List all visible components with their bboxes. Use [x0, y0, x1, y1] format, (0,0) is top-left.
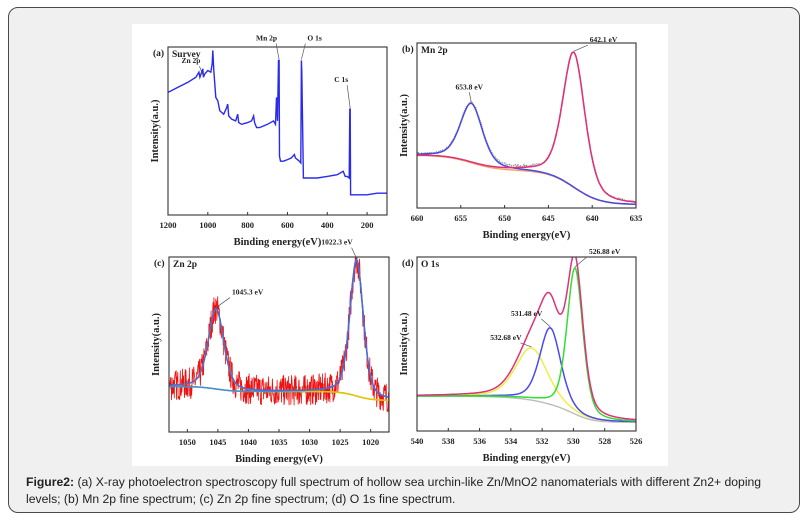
y-axis-label: Intensity(a.u.) [150, 99, 161, 163]
annotation-label: 1045.3 eV [232, 288, 264, 297]
figure-caption: Figure2: (a) X-ray photoelectron spectro… [26, 474, 786, 508]
x-axis-label: Binding energy(eV) [483, 453, 571, 464]
figure-image [132, 24, 668, 466]
plot-series [168, 50, 387, 196]
x-tick-label: 800 [241, 220, 254, 230]
annotation-arrow [468, 92, 472, 103]
x-axis-label: Binding energy(eV) [234, 237, 322, 248]
series-peak-3 [417, 267, 636, 422]
x-tick-label: 532 [536, 436, 549, 446]
annotation-arrow [346, 85, 351, 109]
x-tick-label: 635 [630, 213, 643, 223]
x-tick-label: 400 [321, 220, 334, 230]
annotation-label: 1022.3 eV [321, 238, 353, 247]
panel-d-o1s: 540 538 536 534 532 530 528 526 Binding energy(e… [399, 247, 642, 464]
y-axis-label: Intensity(a.u.) [399, 93, 410, 157]
annotation-arrow [520, 342, 532, 348]
annotation-arrow [573, 44, 588, 52]
panel-label: (d) [402, 258, 414, 269]
annotation-label: C 1s [334, 75, 348, 84]
series-peak-2 [169, 258, 389, 399]
series-raw-data [417, 51, 636, 204]
plot-series [169, 257, 389, 412]
panel-title: Mn 2p [421, 46, 448, 56]
series-peak-2 [417, 51, 636, 203]
series-background [417, 154, 636, 206]
x-tick-label: 200 [361, 220, 374, 230]
caption-label: Figure2: [26, 475, 75, 489]
x-tick-label: 1200 [160, 220, 177, 230]
x-tick-label: 1000 [199, 220, 216, 230]
annotation-label: O 1s [307, 33, 321, 42]
annotation-arrow [199, 66, 204, 77]
x-tick-label: 1020 [362, 437, 379, 447]
panel-b-mn2p: 660 655 650 645 640 635 Binding energy(eV) Inte… [399, 35, 642, 241]
x-tick-label: 528 [598, 436, 611, 446]
annotation-label: 532.68 eV [490, 333, 522, 342]
annotation-label: Mn 2p [256, 33, 277, 42]
x-tick-label: 650 [498, 213, 511, 223]
x-tick-label: 534 [504, 436, 518, 446]
x-tick-label: 645 [542, 213, 555, 223]
x-tick-label: 538 [442, 436, 455, 446]
panel-label: (a) [153, 48, 164, 59]
series-raw-data [169, 257, 389, 412]
caption-text: (a) X-ray photoelectron spectroscopy ful… [26, 475, 762, 506]
x-tick-label: 640 [586, 213, 599, 223]
x-tick-label: 655 [454, 213, 467, 223]
y-axis-label: Intensity(a.u.) [151, 312, 162, 376]
y-axis-label: Intensity(a.u.) [399, 312, 410, 376]
panel-a-survey: 1200 1000 800 600 400 200 Binding energy(eV) In… [150, 33, 388, 248]
annotation-arrow [275, 43, 280, 60]
x-tick-label: 1050 [179, 437, 196, 447]
x-tick-label: 526 [630, 436, 643, 446]
annotation-label: 642.1 eV [590, 35, 618, 44]
annotation-arrow [574, 256, 588, 268]
plot-frame [168, 256, 390, 433]
annotation-label: 531.48 eV [511, 309, 543, 318]
plot-series [417, 257, 636, 423]
x-tick-label: 540 [411, 436, 424, 446]
plot-series [417, 51, 636, 206]
x-tick-label: 1045 [209, 437, 226, 447]
panel-title: Survey [172, 50, 201, 60]
annotation-label: Zn 2p [181, 56, 200, 65]
panel-title: O 1s [421, 260, 440, 270]
series-envelope [417, 257, 636, 421]
panel-label: (c) [154, 258, 165, 269]
panel-c-zn2p: 1050 1045 1040 1035 1030 1025 1020 Binding ener… [151, 238, 390, 465]
annotation-arrow [215, 297, 231, 308]
series-line-survey [168, 50, 387, 196]
panel-title: Zn 2p [173, 260, 197, 270]
x-tick-label: 530 [567, 436, 580, 446]
x-tick-label: 600 [281, 220, 294, 230]
x-tick-label: 536 [473, 436, 486, 446]
x-axis-label: Binding energy(eV) [483, 230, 571, 241]
annotation-arrow [301, 43, 306, 60]
x-axis-label: Binding energy(eV) [235, 454, 323, 465]
series-peak-2 [417, 327, 636, 423]
annotation-arrow [541, 318, 551, 328]
annotation-label: 526.88 eV [589, 247, 621, 256]
series-peak-1 [417, 102, 636, 205]
series-peak-1 [417, 347, 636, 423]
plot-frame [416, 256, 637, 432]
x-tick-label: 1025 [332, 437, 349, 447]
x-tick-label: 660 [411, 213, 424, 223]
annotation-label: 653.8 eV [456, 82, 484, 91]
x-tick-label: 1040 [240, 437, 257, 447]
x-tick-label: 1035 [271, 437, 288, 447]
panel-label: (b) [402, 44, 414, 55]
plot-frame [167, 46, 388, 216]
annotation-arrow [351, 247, 357, 259]
plot-frame [416, 42, 637, 209]
series-background [417, 395, 636, 423]
x-tick-label: 1030 [301, 437, 318, 447]
series-fit [169, 258, 389, 398]
